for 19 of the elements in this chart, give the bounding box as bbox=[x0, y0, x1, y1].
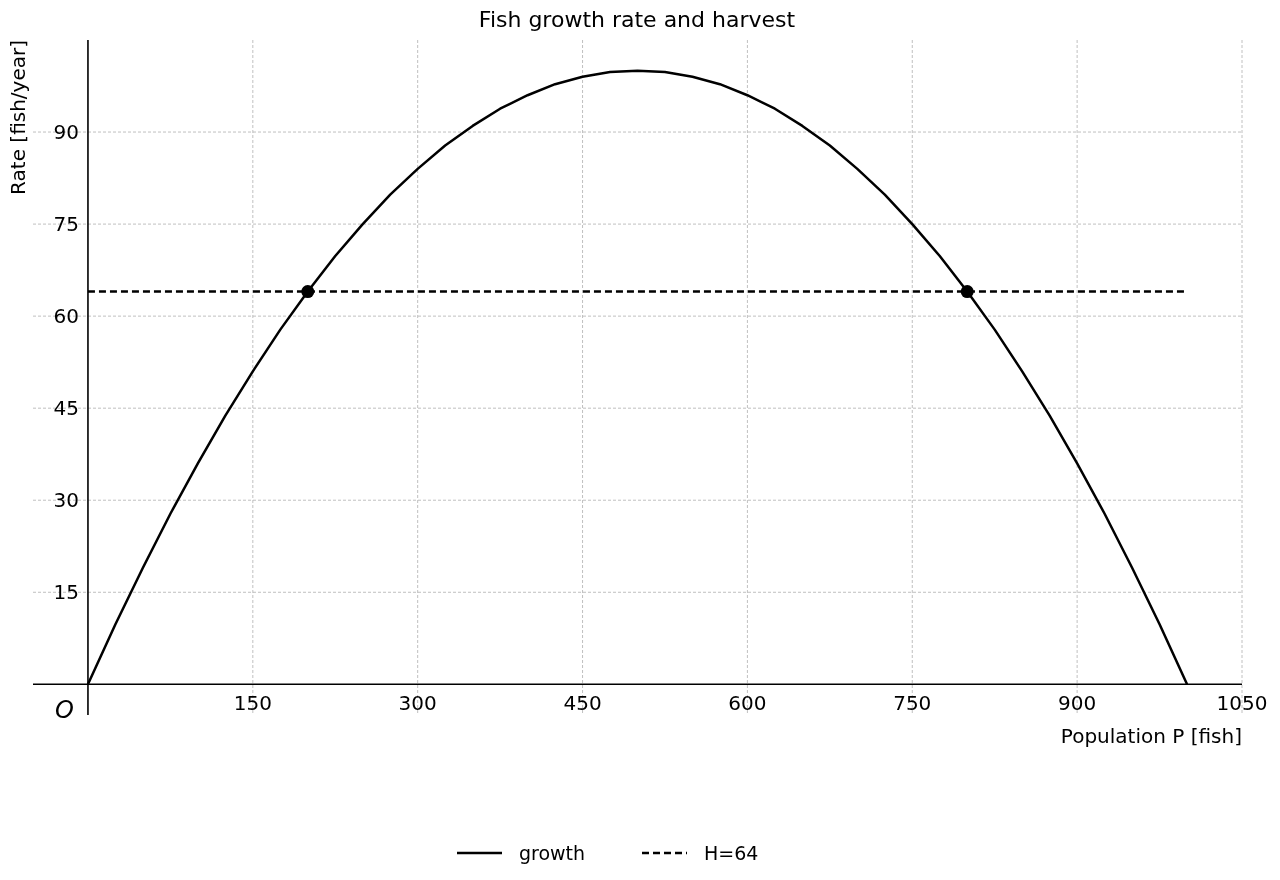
legend-label: H=64 bbox=[704, 842, 759, 864]
x-tick-label: 150 bbox=[233, 691, 272, 716]
x-tick-label: 900 bbox=[1058, 691, 1097, 716]
x-tick-label: 600 bbox=[728, 691, 767, 716]
y-tick-label: 90 bbox=[53, 120, 79, 145]
legend-label: growth bbox=[519, 842, 586, 864]
chart-title: Fish growth rate and harvest bbox=[478, 7, 796, 32]
x-tick-label: 1050 bbox=[1216, 691, 1268, 716]
y-axis-title: Rate [fish/year] bbox=[6, 40, 30, 195]
y-tick-label: 45 bbox=[53, 396, 79, 421]
y-tick-label: 30 bbox=[53, 488, 79, 513]
y-tick-label: 75 bbox=[53, 212, 79, 237]
x-tick-label: 750 bbox=[893, 691, 932, 716]
x-tick-label: 300 bbox=[398, 691, 437, 716]
x-axis-title: Population P [fish] bbox=[1060, 724, 1242, 748]
y-tick-label: 15 bbox=[53, 580, 79, 605]
annotation: O bbox=[55, 696, 74, 725]
x-tick-label: 450 bbox=[563, 691, 602, 716]
y-tick-label: 60 bbox=[53, 304, 79, 329]
